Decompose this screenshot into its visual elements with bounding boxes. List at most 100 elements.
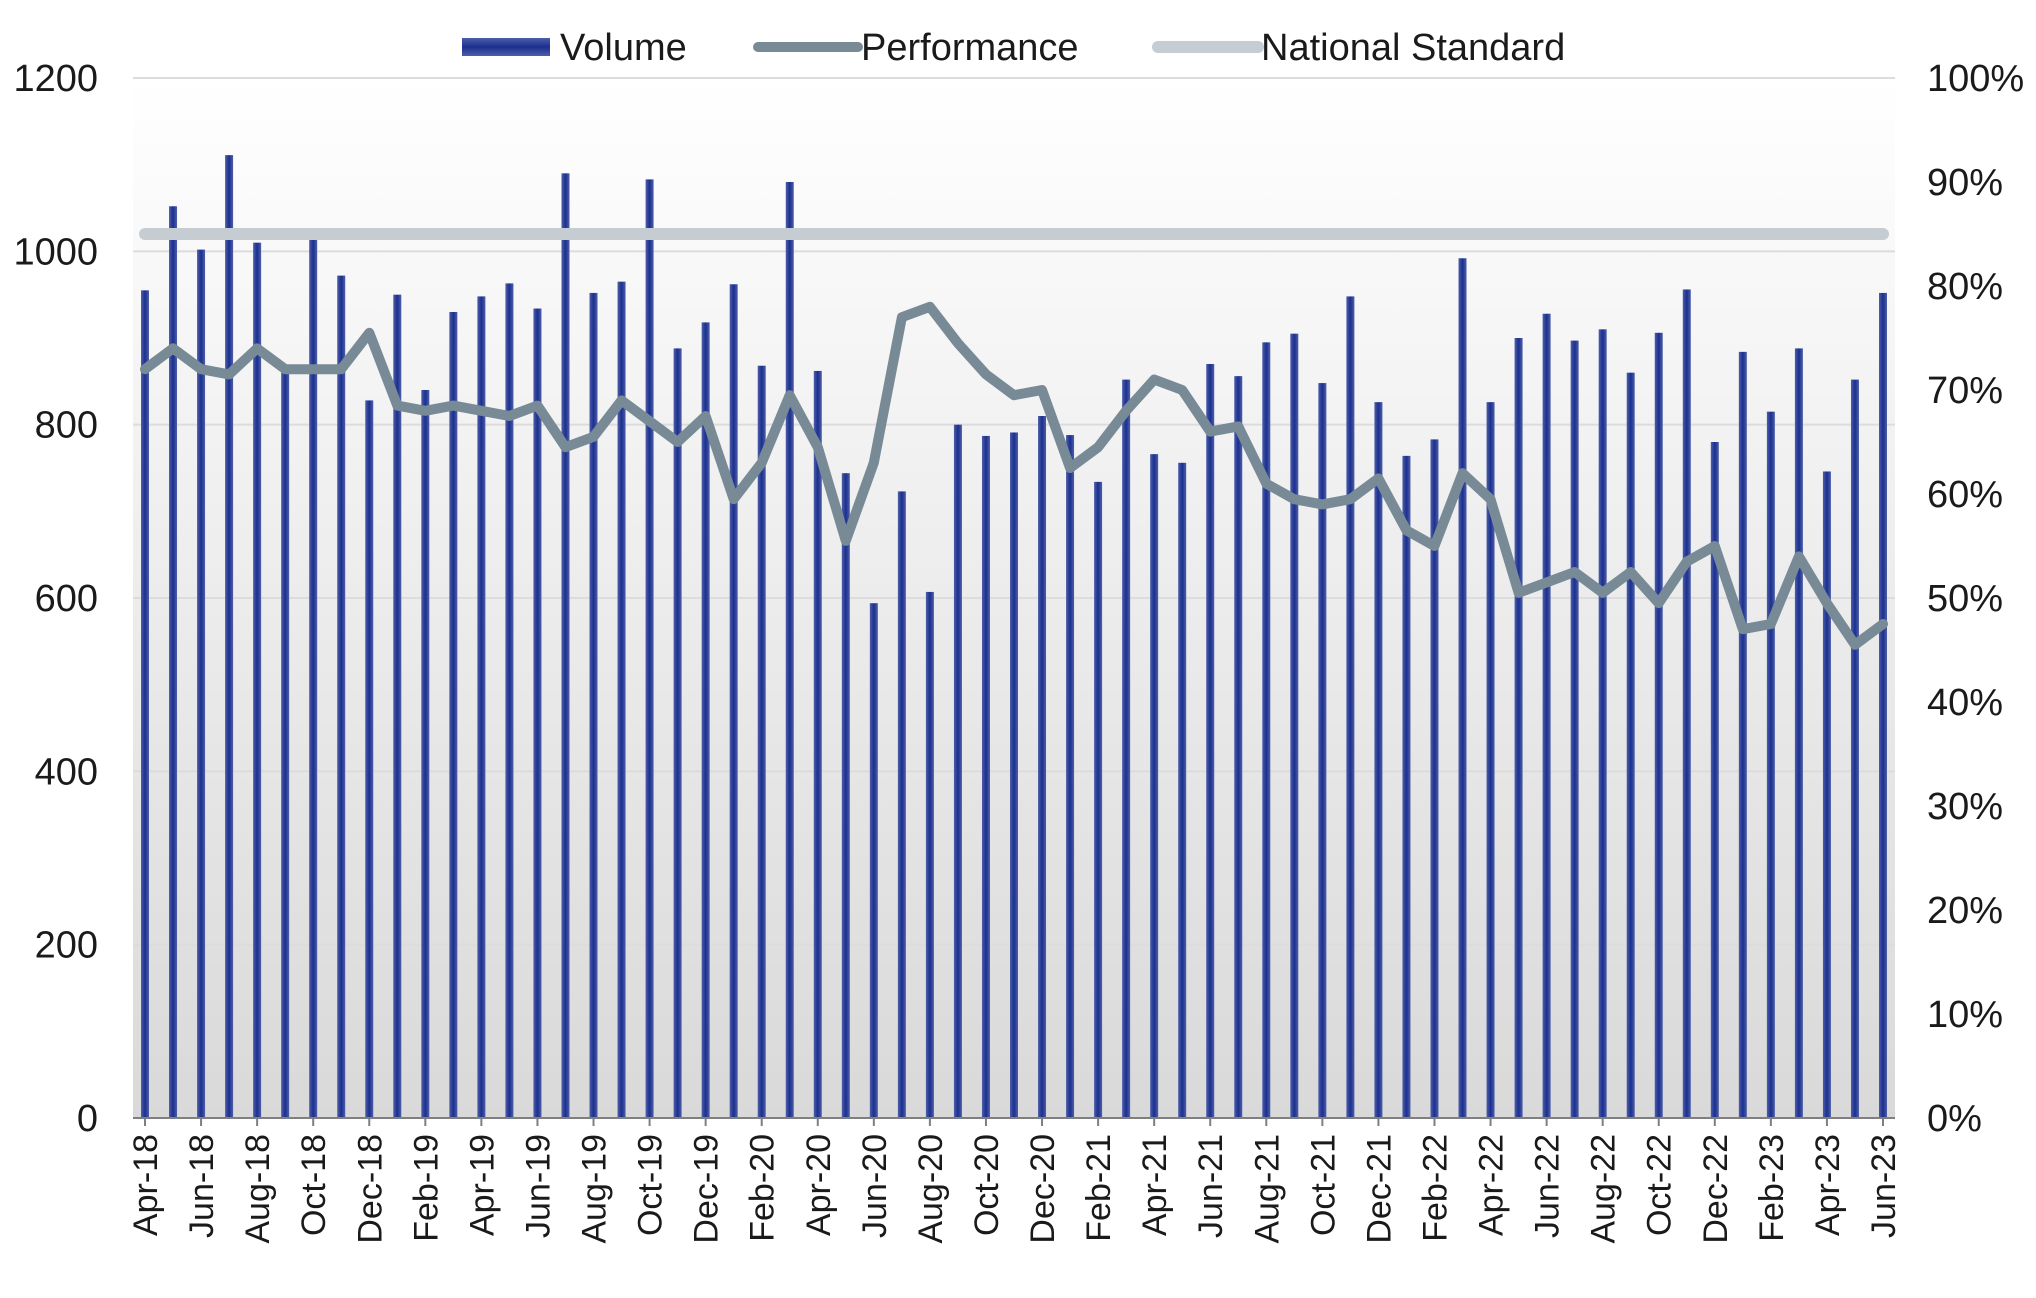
x-tick-label: Feb-21 (1080, 1134, 1118, 1242)
y-right-tick-label: 30% (1927, 786, 2003, 828)
y-right-tick-label: 40% (1927, 682, 2003, 724)
bar-volume-Dec-18 (365, 400, 374, 1118)
x-tick-label: Aug-22 (1585, 1134, 1623, 1244)
x-tick-label: Oct-21 (1304, 1134, 1342, 1236)
y-left-tick-label: 600 (35, 578, 98, 620)
bar-volume-Feb-22 (1430, 439, 1439, 1118)
x-tick-label: Aug-18 (239, 1134, 277, 1244)
x-tick-label: Apr-21 (1136, 1134, 1174, 1236)
x-tick-label: Apr-20 (800, 1134, 838, 1236)
bar-volume-Jan-22 (1402, 455, 1411, 1118)
bar-volume-Sep-18 (281, 372, 290, 1119)
bar-volume-Jun-22 (1542, 313, 1551, 1118)
bar-volume-Oct-21 (1318, 383, 1327, 1119)
bar-volume-Feb-21 (1094, 481, 1103, 1118)
x-tick-label: Jun-20 (856, 1134, 894, 1238)
bar-volume-Feb-19 (421, 390, 430, 1118)
x-tick-label: Dec-22 (1697, 1134, 1735, 1244)
bar-volume-Aug-19 (589, 292, 598, 1118)
bar-volume-Nov-22 (1682, 289, 1691, 1118)
x-tick-label: Feb-20 (744, 1134, 782, 1242)
x-tick-label: Aug-21 (1248, 1134, 1286, 1244)
y-right-tick-label: 0% (1927, 1098, 1982, 1140)
x-tick-label: Dec-21 (1360, 1134, 1398, 1244)
bar-volume-Mar-23 (1794, 348, 1803, 1118)
bar-volume-Jul-20 (897, 491, 906, 1118)
x-tick-label: Aug-20 (912, 1134, 950, 1244)
axes (133, 1117, 1895, 1126)
left-y-axis-ticks: 0 200 400 600 800 1000 1200 (13, 58, 98, 1140)
bar-volume-Jun-18 (197, 249, 206, 1119)
legend-label-national-standard: National Standard (1261, 27, 1565, 69)
bar-volume-Nov-19 (673, 348, 682, 1118)
bar-volume-Dec-21 (1374, 402, 1383, 1119)
y-left-tick-label: 800 (35, 405, 98, 447)
y-left-tick-label: 400 (35, 751, 98, 793)
y-right-tick-label: 100% (1927, 58, 2024, 100)
bar-volume-Aug-20 (925, 591, 934, 1118)
legend-label-volume: Volume (560, 27, 687, 69)
bar-volume-Apr-21 (1150, 454, 1159, 1119)
bar-volume-Feb-20 (757, 365, 766, 1118)
bar-volume-Jul-22 (1570, 340, 1579, 1119)
bar-volume-Feb-23 (1766, 411, 1775, 1119)
bar-volume-May-20 (841, 473, 850, 1118)
bar-volume-Aug-18 (253, 242, 262, 1118)
x-tick-label: Aug-19 (576, 1134, 614, 1244)
x-tick-label: Jun-21 (1192, 1134, 1230, 1238)
legend-swatch-volume (462, 38, 550, 56)
y-right-tick-label: 20% (1927, 890, 2003, 932)
bar-volume-Jan-19 (393, 294, 402, 1119)
y-left-tick-label: 1200 (13, 58, 98, 100)
line-performance (140, 301, 1888, 650)
x-tick-label: Jun-23 (1865, 1134, 1903, 1238)
x-tick-label: Apr-23 (1809, 1134, 1847, 1236)
bar-volume-Apr-19 (477, 296, 486, 1118)
bar-volume-May-18 (169, 206, 178, 1118)
bar-volume-Oct-22 (1654, 332, 1663, 1118)
y-right-tick-label: 10% (1927, 994, 2003, 1036)
bar-volume-Jun-19 (533, 308, 542, 1118)
right-y-axis-ticks: 0% 10% 20% 30% 40% 50% 60% 70% 80% 90% 100% (1927, 58, 2024, 1140)
bar-volume-Oct-20 (981, 435, 990, 1118)
x-tick-label: Apr-18 (127, 1134, 165, 1236)
volume-bars (141, 155, 1887, 1119)
bar-volume-May-21 (1178, 462, 1187, 1118)
bar-volume-Jul-19 (561, 173, 570, 1119)
bar-volume-Apr-22 (1486, 402, 1495, 1119)
bar-volume-Nov-21 (1346, 296, 1355, 1118)
bar-volume-Jun-21 (1206, 364, 1215, 1118)
y-left-tick-label: 0 (77, 1098, 98, 1140)
bar-volume-Apr-20 (813, 370, 822, 1118)
x-tick-label: Dec-19 (688, 1134, 726, 1244)
bar-volume-Jun-23 (1879, 292, 1887, 1118)
bar-volume-Mar-22 (1458, 258, 1467, 1118)
bar-volume-Jan-23 (1738, 351, 1747, 1118)
bar-volume-Sep-20 (953, 424, 962, 1119)
bar-volume-Dec-22 (1710, 442, 1719, 1118)
bar-volume-Jun-20 (869, 603, 878, 1118)
y-right-tick-label: 70% (1927, 370, 2003, 412)
bar-volume-Sep-21 (1290, 333, 1299, 1119)
bar-volume-Mar-20 (785, 182, 794, 1118)
bar-volume-Nov-20 (1010, 432, 1018, 1118)
x-tick-label: Apr-22 (1473, 1134, 1511, 1236)
bar-volume-Jul-18 (225, 155, 234, 1119)
x-tick-label: Feb-19 (407, 1134, 445, 1242)
bar-volume-Jul-21 (1234, 376, 1243, 1119)
bar-volume-Sep-19 (617, 281, 626, 1119)
bar-volume-Aug-21 (1262, 342, 1271, 1118)
x-tick-label: Jun-19 (519, 1134, 557, 1238)
x-tick-label: Apr-19 (463, 1134, 501, 1236)
bar-volume-Apr-23 (1822, 471, 1831, 1118)
y-right-tick-label: 60% (1927, 474, 2003, 516)
x-tick-label: Oct-22 (1641, 1134, 1679, 1236)
legend: Volume Performance National Standard (462, 27, 1565, 69)
x-tick-label: Feb-22 (1416, 1134, 1454, 1242)
bar-volume-Oct-18 (309, 238, 318, 1119)
bar-volume-Jan-21 (1066, 435, 1075, 1119)
bar-volume-Jan-20 (729, 284, 738, 1118)
bar-volume-May-19 (505, 283, 514, 1118)
y-left-tick-label: 200 (35, 925, 98, 967)
